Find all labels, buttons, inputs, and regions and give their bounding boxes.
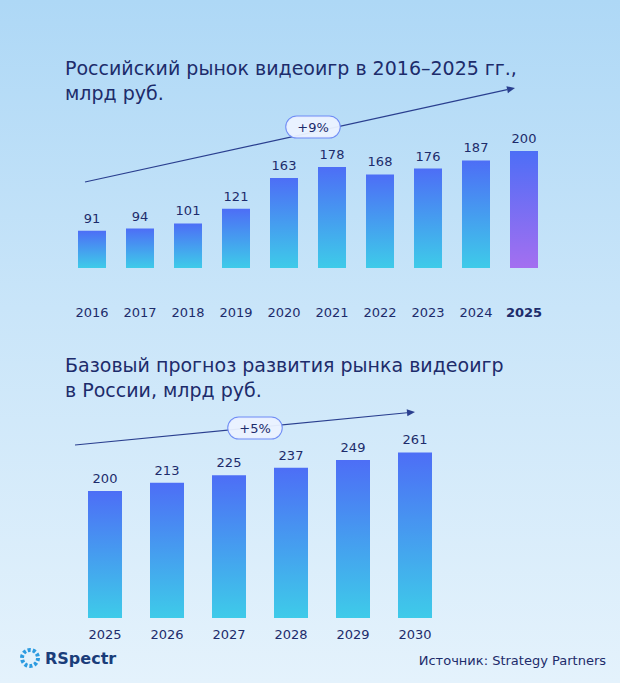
svg-text:200: 200 xyxy=(512,131,537,146)
svg-text:2018: 2018 xyxy=(171,305,204,320)
svg-text:168: 168 xyxy=(368,154,393,169)
svg-text:249: 249 xyxy=(341,440,366,455)
svg-text:2029: 2029 xyxy=(336,627,369,642)
svg-text:млрд руб.: млрд руб. xyxy=(65,82,164,104)
svg-text:101: 101 xyxy=(176,203,201,218)
svg-text:176: 176 xyxy=(416,149,441,164)
svg-text:RSpectr: RSpectr xyxy=(45,649,116,668)
svg-text:2025: 2025 xyxy=(506,305,542,320)
svg-text:2025: 2025 xyxy=(88,627,121,642)
svg-text:Базовый прогноз развития рынка: Базовый прогноз развития рынка видеоигр xyxy=(65,354,504,376)
svg-text:2019: 2019 xyxy=(219,305,252,320)
svg-text:91: 91 xyxy=(84,211,101,226)
svg-text:Российский рынок видеоигр в 20: Российский рынок видеоигр в 2016–2025 гг… xyxy=(65,57,517,79)
svg-text:261: 261 xyxy=(403,432,428,447)
svg-text:237: 237 xyxy=(279,448,304,463)
svg-text:в России, млрд руб.: в России, млрд руб. xyxy=(65,379,262,401)
svg-text:187: 187 xyxy=(464,140,489,155)
svg-text:2028: 2028 xyxy=(274,627,307,642)
svg-text:94: 94 xyxy=(132,209,149,224)
svg-text:Источник: Strategy Partners: Источник: Strategy Partners xyxy=(419,653,606,668)
svg-text:2020: 2020 xyxy=(267,305,300,320)
svg-text:2017: 2017 xyxy=(123,305,156,320)
svg-text:+9%: +9% xyxy=(297,120,329,135)
svg-text:2022: 2022 xyxy=(363,305,396,320)
svg-text:2024: 2024 xyxy=(459,305,492,320)
svg-text:2030: 2030 xyxy=(398,627,431,642)
svg-text:225: 225 xyxy=(217,455,242,470)
svg-text:163: 163 xyxy=(272,158,297,173)
svg-text:+5%: +5% xyxy=(239,421,271,436)
svg-text:2027: 2027 xyxy=(212,627,245,642)
svg-text:2023: 2023 xyxy=(411,305,444,320)
svg-text:2016: 2016 xyxy=(75,305,108,320)
svg-text:178: 178 xyxy=(320,147,345,162)
svg-text:2026: 2026 xyxy=(150,627,183,642)
svg-text:121: 121 xyxy=(224,189,249,204)
svg-text:213: 213 xyxy=(155,463,180,478)
svg-text:200: 200 xyxy=(93,471,118,486)
svg-text:2021: 2021 xyxy=(315,305,348,320)
